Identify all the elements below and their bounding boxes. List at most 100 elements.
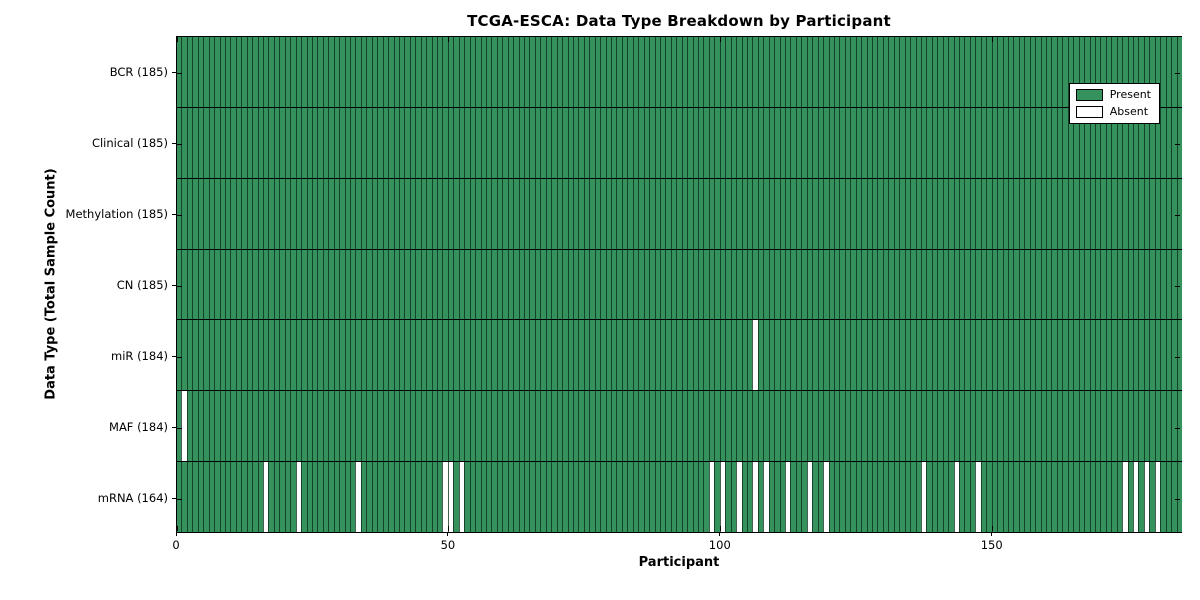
heatmap-cell (1018, 107, 1025, 178)
heatmap-cell (594, 391, 601, 462)
legend-swatch-present (1075, 89, 1103, 101)
heatmap-cell (605, 391, 611, 462)
heatmap-cell (485, 107, 492, 178)
heatmap-cell (659, 462, 666, 533)
heatmap-cell (382, 320, 389, 391)
heatmap-cell (366, 178, 372, 249)
heatmap-row-mRNA (177, 462, 1182, 533)
heatmap-cell (1035, 462, 1041, 533)
heatmap-cell (475, 391, 481, 462)
heatmap-cell (1051, 178, 1057, 249)
heatmap-cell (828, 178, 834, 249)
legend-label-absent: Absent (1109, 105, 1149, 118)
heatmap-cell (1002, 249, 1008, 320)
heatmap-cell (605, 107, 611, 178)
heatmap-cell (398, 37, 405, 107)
heatmap-cell (654, 178, 660, 249)
heatmap-cell (1138, 391, 1144, 462)
heatmap-cell (578, 178, 584, 249)
heatmap-cell (1100, 178, 1106, 249)
heatmap-cell (882, 107, 889, 178)
heatmap-cell (437, 320, 443, 391)
heatmap-cell (714, 462, 720, 533)
heatmap-cell (458, 249, 465, 320)
heatmap-cell (763, 178, 769, 249)
heatmap-cell (268, 37, 274, 107)
heatmap-cell (964, 249, 970, 320)
legend: Present Absent (1068, 83, 1160, 124)
heatmap-cell (186, 462, 193, 533)
heatmap-cell (833, 37, 840, 107)
heatmap-cell (1176, 37, 1182, 107)
heatmap-cell (681, 107, 688, 178)
heatmap-cell (763, 391, 769, 462)
heatmap-cell (263, 320, 269, 391)
heatmap-cell (496, 320, 503, 391)
heatmap-cell (899, 37, 905, 107)
heatmap-cell (659, 391, 666, 462)
heatmap-cell (844, 462, 851, 533)
heatmap-cell (268, 391, 274, 462)
heatmap-cell (736, 249, 742, 320)
heatmap-cell (1007, 391, 1014, 462)
heatmap-cell (1100, 320, 1106, 391)
heatmap-cell (447, 107, 454, 178)
heatmap-cell (910, 320, 916, 391)
heatmap-cell (1007, 178, 1014, 249)
heatmap-cell (926, 320, 932, 391)
heatmap-cell (1100, 107, 1106, 178)
heatmap-cell (627, 462, 633, 533)
heatmap-cell (1024, 249, 1030, 320)
heatmap-cell (1100, 462, 1106, 533)
heatmap-cell (643, 178, 650, 249)
heatmap-cell (915, 320, 921, 391)
heatmap-cell (926, 37, 932, 107)
heatmap-row-Clinical (177, 107, 1182, 179)
heatmap-cell (899, 107, 905, 178)
heatmap-cell (230, 391, 236, 462)
heatmap-cell (1078, 320, 1085, 391)
heatmap-cell (752, 320, 758, 391)
heatmap-cell (959, 37, 965, 107)
heatmap-cell (562, 320, 568, 391)
heatmap-cell (872, 107, 878, 178)
heatmap-cell (431, 249, 437, 320)
heatmap-cell (942, 107, 949, 178)
heatmap-cell (649, 320, 655, 391)
heatmap-cell (1149, 249, 1155, 320)
heatmap-cell (670, 178, 677, 249)
heatmap-cell (339, 249, 345, 320)
heatmap-cell (948, 462, 954, 533)
heatmap-cell (556, 249, 563, 320)
heatmap-cell (344, 391, 350, 462)
heatmap-cell (177, 391, 182, 462)
heatmap-cell (1024, 37, 1030, 107)
heatmap-cell (659, 107, 666, 178)
heatmap-cell (529, 178, 535, 249)
heatmap-cell (611, 391, 617, 462)
heatmap-cell (480, 320, 486, 391)
heatmap-cell (192, 320, 198, 391)
heatmap-cell (273, 178, 280, 249)
heatmap-cell (969, 320, 976, 391)
heatmap-cell (491, 107, 497, 178)
heatmap-cell (795, 37, 802, 107)
heatmap-cell (1176, 462, 1182, 533)
heatmap-cell (670, 391, 677, 462)
heatmap-cell (752, 107, 758, 178)
heatmap-cell (893, 462, 900, 533)
heatmap-cell (214, 320, 220, 391)
heatmap-cell (725, 462, 731, 533)
heatmap-cell (333, 391, 340, 462)
heatmap-cell (480, 462, 486, 533)
heatmap-cell (605, 178, 611, 249)
heatmap-cell (224, 107, 231, 178)
heatmap-cell (214, 37, 220, 107)
heatmap-cell (480, 107, 486, 178)
heatmap-cell (844, 37, 851, 107)
heatmap-cell (257, 178, 263, 249)
heatmap-cell (219, 320, 225, 391)
heatmap-cell (774, 249, 780, 320)
heatmap-cell (328, 37, 334, 107)
heatmap-cell (741, 178, 747, 249)
